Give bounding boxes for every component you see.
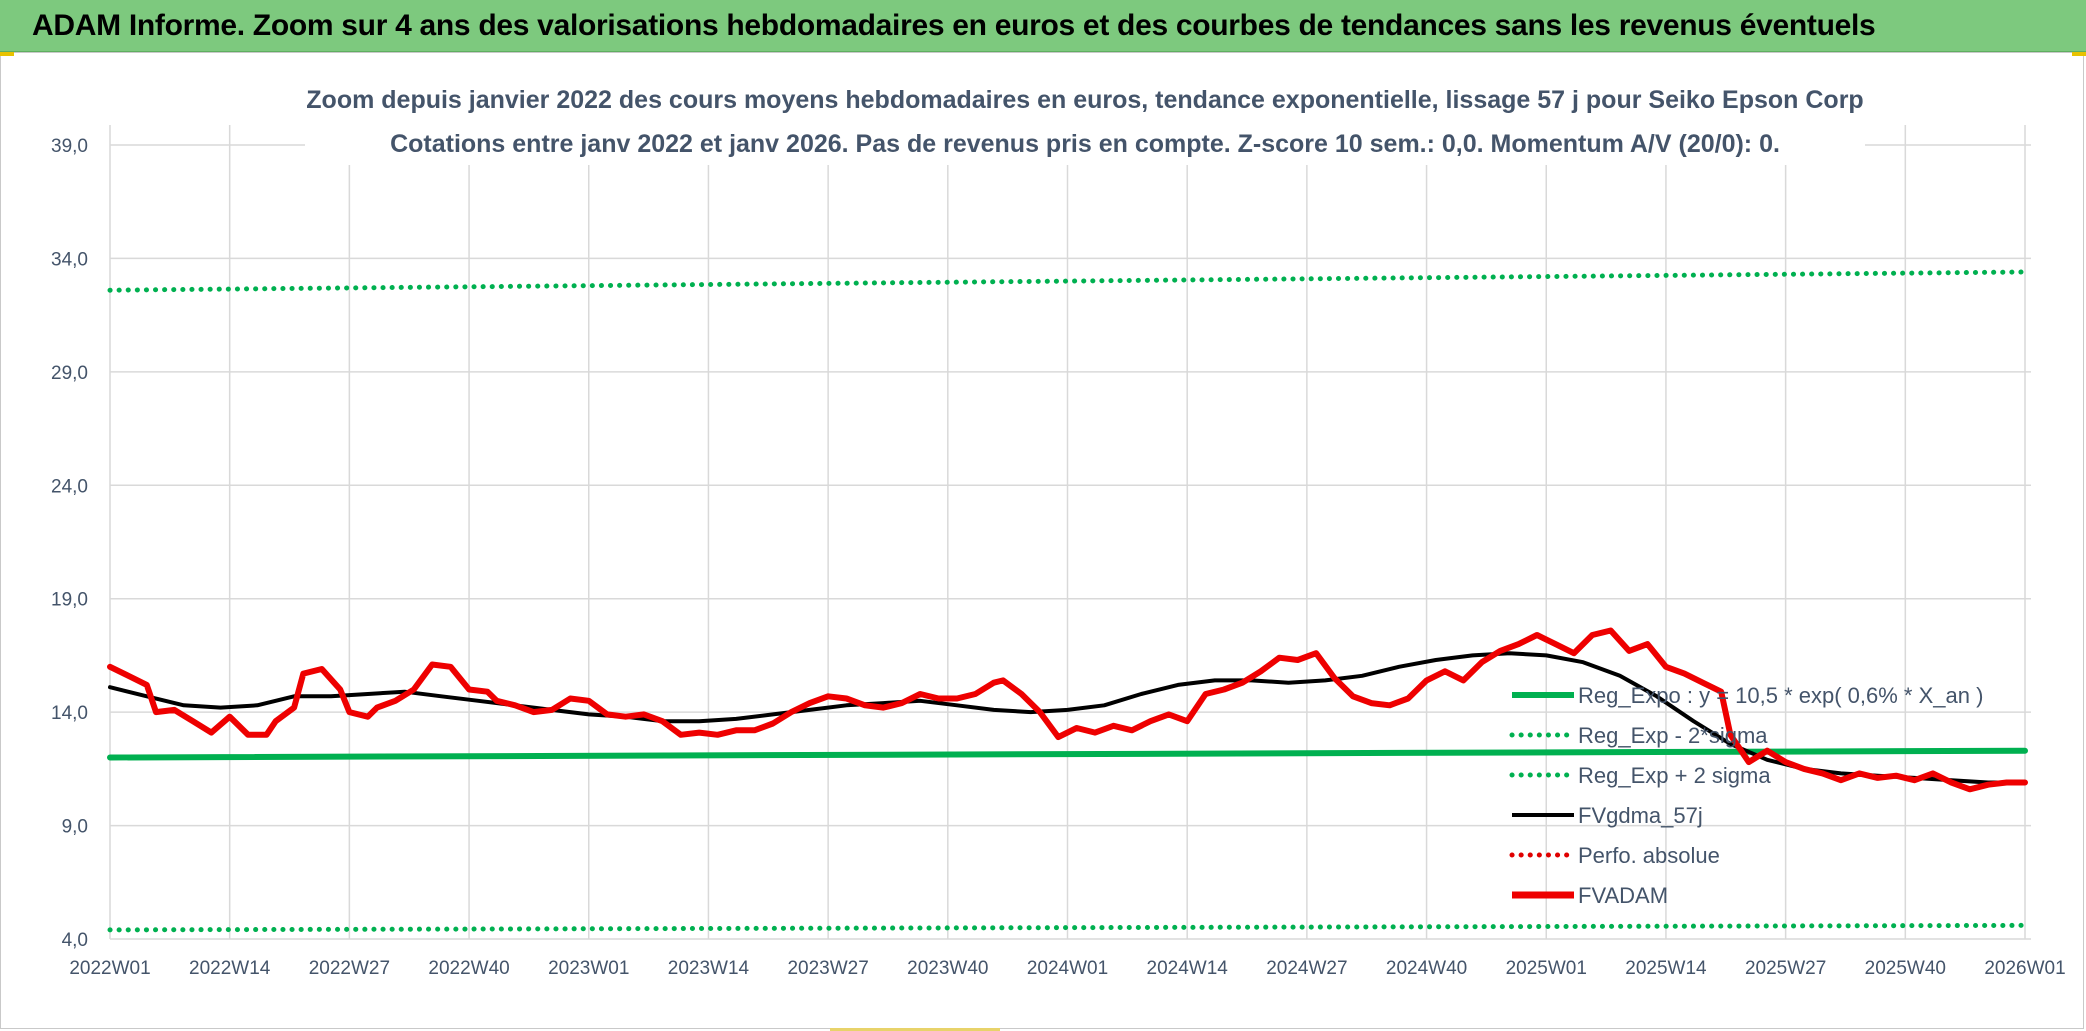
x-tick-label: 2025W01 <box>1506 958 1587 979</box>
x-axis-tick-labels: 2022W01 2022W14 2022W27 2022W40 2023W01 2023W… <box>69 958 2065 979</box>
y-tick-label: 9,0 <box>62 817 88 838</box>
chart-title-backdrop <box>305 83 1865 165</box>
y-tick-label: 34,0 <box>51 249 88 270</box>
series-line-price <box>107 627 2028 793</box>
series-line-lower <box>107 922 2028 933</box>
y-tick-label: 14,0 <box>51 703 88 724</box>
chart-legend: Reg_Expo : y = 10,5 * exp( 0,6% * X_an )… <box>1509 683 1983 908</box>
x-tick-label: 2024W27 <box>1266 958 1347 979</box>
series-line-reg <box>107 747 2028 761</box>
x-tick-label: 2023W27 <box>787 958 868 979</box>
chart-grid <box>109 125 2031 940</box>
x-tick-label: 2025W14 <box>1625 958 1707 979</box>
x-tick-label: 2025W27 <box>1745 958 1826 979</box>
x-tick-label: 2024W14 <box>1147 958 1229 979</box>
legend-label-ma: FVgdma_57j <box>1578 803 1703 828</box>
report-banner: ADAM Informe. Zoom sur 4 ans des valoris… <box>0 0 2086 52</box>
x-tick-label: 2024W40 <box>1386 958 1467 979</box>
y-axis-tick-labels: 4,0 9,0 14,0 19,0 24,0 29,0 34,0 39,0 <box>51 136 88 951</box>
chart-title-line2: Cotations entre janv 2022 et janv 2026. … <box>390 130 1780 158</box>
x-tick-label: 2024W01 <box>1027 958 1108 979</box>
chart-series-layer <box>107 269 2028 933</box>
chart-frame <box>0 52 2084 1029</box>
y-tick-label: 19,0 <box>51 590 88 611</box>
y-tick-label: 39,0 <box>51 136 88 157</box>
x-tick-label: 2022W14 <box>189 958 271 979</box>
y-tick-label: 4,0 <box>62 930 88 951</box>
report-title: ADAM Informe. Zoom sur 4 ans des valoris… <box>32 9 1876 42</box>
x-tick-label: 2022W40 <box>428 958 509 979</box>
series-line-ma <box>108 651 2027 785</box>
x-tick-label: 2023W01 <box>548 958 629 979</box>
frame-corner-bottom <box>830 1028 1000 1031</box>
legend-label-reg: Reg_Expo : y = 10,5 * exp( 0,6% * X_an ) <box>1578 683 1983 708</box>
x-tick-label: 2023W40 <box>907 958 988 979</box>
y-tick-label: 24,0 <box>51 476 88 497</box>
frame-corner-left <box>0 52 14 56</box>
x-tick-label: 2026W01 <box>1984 958 2065 979</box>
x-tick-label: 2025W40 <box>1865 958 1946 979</box>
x-tick-label: 2023W14 <box>668 958 750 979</box>
series-line-upper <box>107 269 2028 293</box>
legend-label-upper: Reg_Exp + 2 sigma <box>1578 763 1771 788</box>
frame-corner-right <box>2072 52 2086 56</box>
legend-label-perf: Perfo. absolue <box>1578 843 1720 868</box>
y-tick-label: 29,0 <box>51 363 88 384</box>
legend-label-price: FVADAM <box>1578 883 1668 908</box>
legend-label-lower: Reg_Exp - 2*sigma <box>1578 723 1768 748</box>
x-tick-label: 2022W27 <box>309 958 390 979</box>
x-tick-label: 2022W01 <box>69 958 150 979</box>
chart-title-line1: Zoom depuis janvier 2022 des cours moyen… <box>306 86 1863 114</box>
